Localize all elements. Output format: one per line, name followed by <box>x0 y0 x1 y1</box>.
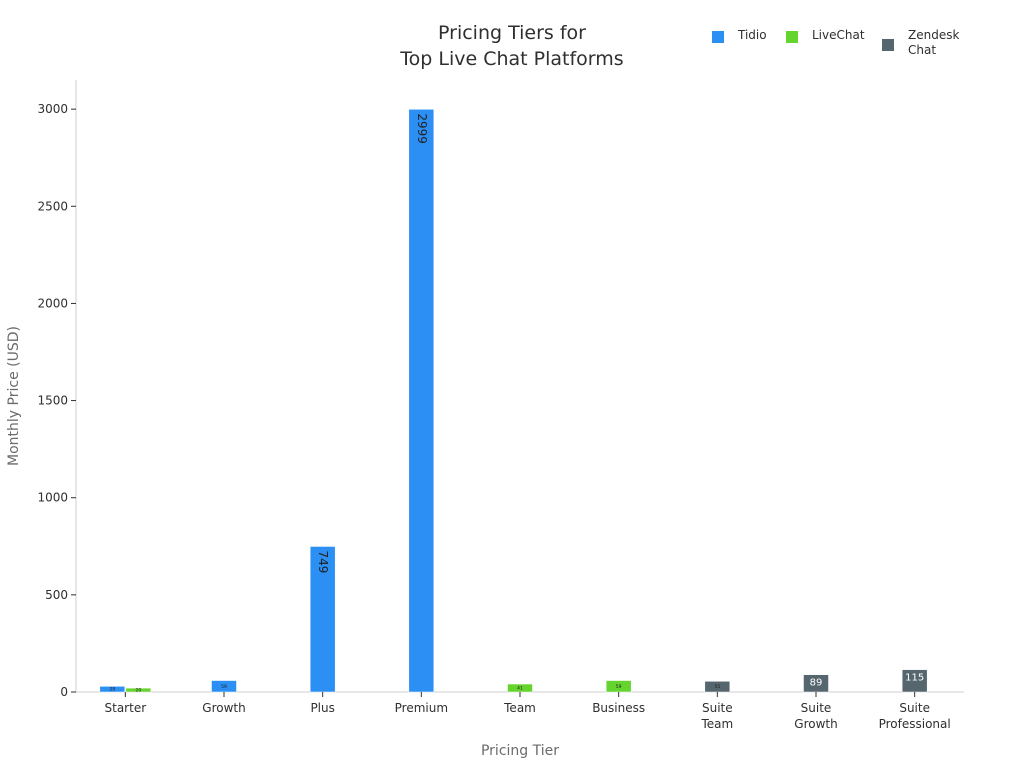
bar-data-label: 20 <box>135 688 141 694</box>
y-tick-label: 3000 <box>37 102 68 116</box>
x-tick-label: Suite <box>702 701 733 715</box>
x-tick-label: Growth <box>202 701 245 715</box>
y-tick-label: 0 <box>60 685 68 699</box>
x-tick-label: Suite <box>801 701 832 715</box>
legend-swatch-tidio <box>712 31 724 43</box>
legend: Tidio LiveChat Zendesk Chat <box>706 28 1006 68</box>
legend-swatch-livechat <box>786 31 798 43</box>
x-tick-label: Business <box>592 701 645 715</box>
legend-swatch-zendesk-chat <box>882 39 894 51</box>
legend-label-zendesk-chat: Zendesk Chat <box>908 28 960 57</box>
y-tick-label: 2500 <box>37 199 68 213</box>
y-tick-label: 500 <box>45 588 68 602</box>
bar-data-label: 115 <box>905 673 924 684</box>
bar-data-label: 55 <box>714 684 720 690</box>
legend-label-tidio: Tidio <box>738 28 767 42</box>
legend-item-zendesk-chat[interactable]: Zendesk Chat <box>882 28 968 58</box>
x-tick-label: Team <box>700 717 733 731</box>
x-axis-label: Pricing Tier <box>481 743 559 759</box>
legend-label-livechat: LiveChat <box>812 28 865 42</box>
bar-data-label: 59 <box>616 684 622 690</box>
bar-data-label: 41 <box>517 686 523 692</box>
y-tick-label: 1500 <box>37 394 68 408</box>
x-tick-label: Plus <box>310 701 334 715</box>
x-tick-label: Team <box>503 701 536 715</box>
legend-item-tidio[interactable]: Tidio <box>712 28 798 43</box>
bar-data-label: 749 <box>316 550 330 573</box>
bar-data-label: 89 <box>810 678 823 689</box>
x-tick-label: Suite <box>899 701 930 715</box>
chart-title-line-2: Top Live Chat Platforms <box>400 48 624 70</box>
chart-title-line-1: Pricing Tiers for <box>438 22 586 44</box>
chart-title: Pricing Tiers for Top Live Chat Platform… <box>312 20 712 72</box>
legend-item-livechat[interactable]: LiveChat <box>786 28 872 43</box>
bar-data-label: 2999 <box>415 113 429 144</box>
x-tick-label: Growth <box>794 717 837 731</box>
bar-data-label: 29 <box>109 687 115 693</box>
x-tick-label: Premium <box>395 701 448 715</box>
x-tick-label: Starter <box>105 701 147 715</box>
bar <box>125 687 152 693</box>
y-tick-label: 2000 <box>37 296 68 310</box>
bar <box>99 686 126 693</box>
x-tick-label: Professional <box>879 717 951 731</box>
bar-data-label: 59 <box>221 684 227 690</box>
y-axis-label: Monthly Price (USD) <box>6 326 22 466</box>
bar <box>309 546 336 693</box>
bar <box>408 109 435 693</box>
y-tick-label: 1000 <box>37 491 68 505</box>
